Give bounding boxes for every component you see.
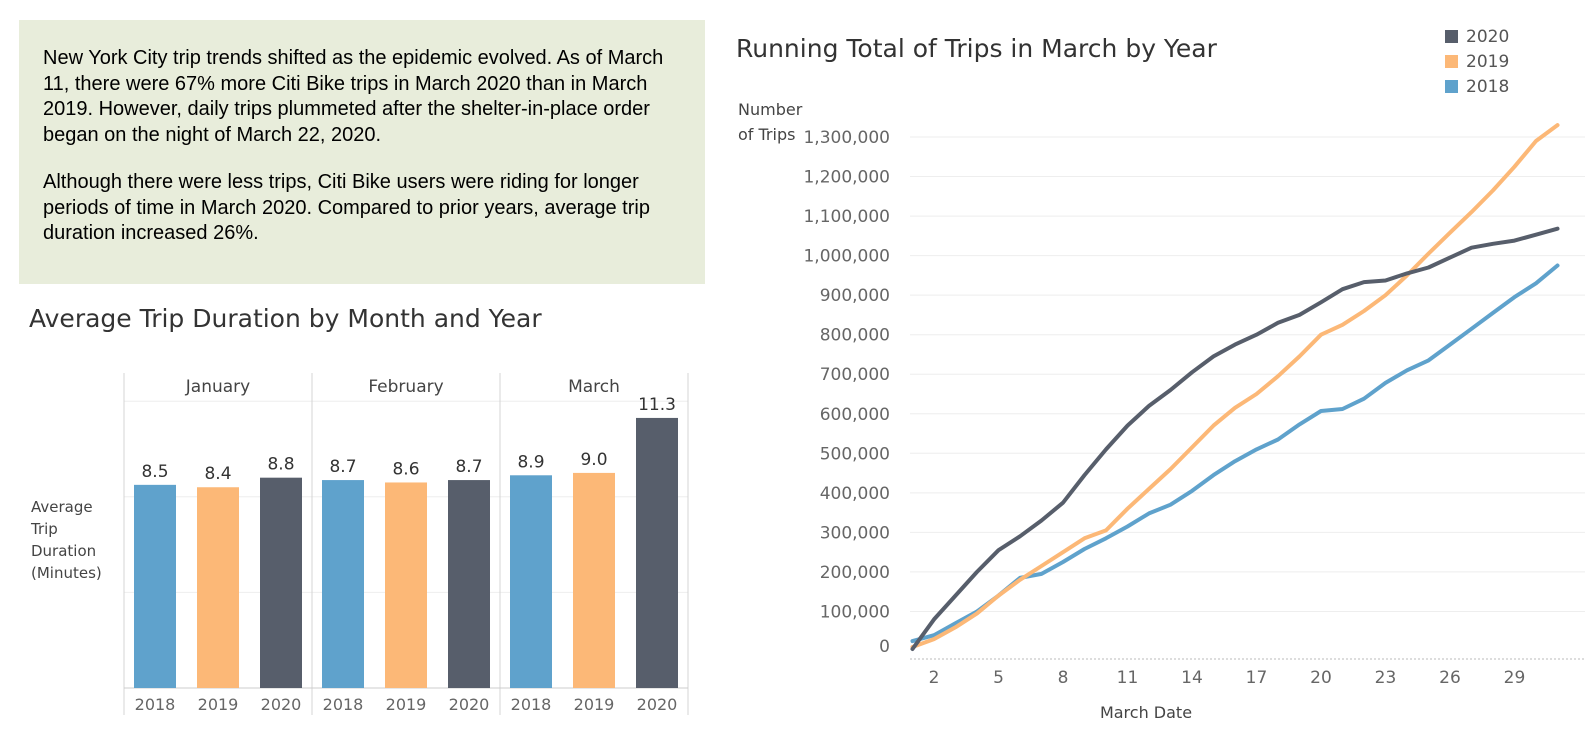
month-header-march: March (568, 377, 620, 397)
bar-year-tick: 2018 (511, 695, 552, 714)
legend-swatch-2020 (1445, 30, 1458, 43)
line-y-axis-title: Number of Trips (738, 100, 803, 144)
x-tick-label: 2 (929, 668, 940, 688)
bar-year-tick: 2018 (323, 695, 364, 714)
x-axis-title: March Date (1100, 703, 1192, 722)
bar-january-2019 (197, 487, 239, 688)
y-tick-label: 400,000 (820, 484, 890, 504)
series-line-2019 (910, 123, 1560, 649)
bar-year-tick: 2020 (261, 695, 302, 714)
legend-label-2019: 2019 (1466, 52, 1509, 72)
legend-swatch-2018 (1445, 80, 1458, 93)
bar-value-label: 11.3 (638, 395, 676, 415)
x-tick-label: 29 (1504, 668, 1526, 688)
y-tick-label: 900,000 (820, 286, 890, 306)
x-tick-label: 14 (1181, 668, 1203, 688)
x-tick-label: 5 (993, 668, 1004, 688)
y-tick-label: 1,300,000 (803, 128, 890, 148)
x-tick-label: 8 (1058, 668, 1069, 688)
x-tick-label: 11 (1117, 668, 1139, 688)
bar-march-2018 (510, 475, 552, 688)
y-tick-label: 300,000 (820, 523, 890, 543)
x-tick-label: 26 (1439, 668, 1461, 688)
month-header-february: February (368, 377, 443, 397)
bar-january-2020 (260, 477, 302, 688)
series-line-2020 (910, 226, 1560, 651)
y-tick-label: 700,000 (820, 365, 890, 385)
bar-value-label: 8.7 (455, 457, 482, 477)
bar-february-2019 (385, 482, 427, 688)
summary-paragraph-2: Although there were less trips, Citi Bik… (43, 171, 650, 244)
y-tick-label: 1,100,000 (803, 207, 890, 227)
bar-february-2018 (322, 480, 364, 688)
y-tick-label: 200,000 (820, 563, 890, 583)
y-tick-label: 0 (879, 637, 890, 657)
y-tick-label: 100,000 (820, 602, 890, 622)
bar-value-label: 8.9 (517, 452, 544, 472)
bar-value-label: 8.4 (204, 464, 231, 484)
y-tick-label: 1,200,000 (803, 168, 890, 188)
summary-paragraph-1: New York City trip trends shifted as the… (43, 47, 664, 146)
bar-february-2020 (448, 480, 490, 688)
x-tick-label: 20 (1310, 668, 1332, 688)
bar-january-2018 (134, 484, 176, 688)
bar-year-tick: 2020 (449, 695, 490, 714)
bar-value-label: 8.8 (267, 455, 294, 475)
bar-chart-title: Average Trip Duration by Month and Year (29, 304, 542, 333)
bar-year-tick: 2019 (574, 695, 615, 714)
y-tick-label: 1,000,000 (803, 247, 890, 267)
bar-y-axis-title: Average Trip Duration (Minutes) (30, 498, 102, 582)
x-tick-label: 17 (1246, 668, 1268, 688)
legend-swatch-2019 (1445, 55, 1458, 68)
bar-value-label: 8.5 (141, 462, 168, 482)
y-tick-label: 600,000 (820, 405, 890, 425)
y-tick-label: 800,000 (820, 326, 890, 346)
bar-year-tick: 2019 (198, 695, 239, 714)
bar-year-tick: 2019 (386, 695, 427, 714)
bar-year-tick: 2018 (135, 695, 176, 714)
legend-label-2020: 2020 (1466, 27, 1509, 47)
legend-label-2018: 2018 (1466, 77, 1509, 97)
line-chart-title: Running Total of Trips in March by Year (736, 34, 1217, 63)
bar-value-label: 9.0 (580, 450, 607, 470)
bar-value-label: 8.6 (392, 459, 419, 479)
y-tick-label: 500,000 (820, 444, 890, 464)
bar-value-label: 8.7 (329, 457, 356, 477)
bar-march-2019 (573, 472, 615, 688)
bar-march-2020 (636, 417, 678, 688)
x-tick-label: 23 (1375, 668, 1397, 688)
summary-note: New York City trip trends shifted as the… (19, 20, 705, 284)
bar-year-tick: 2020 (637, 695, 678, 714)
month-header-january: January (185, 377, 250, 397)
